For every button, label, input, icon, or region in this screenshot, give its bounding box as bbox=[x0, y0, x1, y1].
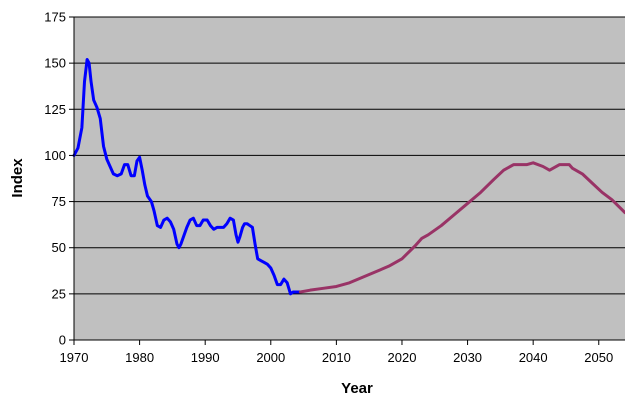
series-line-1 bbox=[72, 57, 302, 296]
x-axis-title: Year bbox=[341, 380, 373, 394]
series-layer bbox=[72, 57, 625, 296]
plot-background bbox=[74, 17, 625, 340]
x-tick-label: 2000 bbox=[256, 350, 285, 365]
x-tick-label: 2020 bbox=[388, 350, 417, 365]
y-tick-label: 0 bbox=[59, 333, 66, 348]
y-tick-label: 50 bbox=[52, 240, 66, 255]
x-tick-label: 1990 bbox=[191, 350, 220, 365]
y-tick-label: 125 bbox=[44, 102, 66, 117]
y-tick-label: 150 bbox=[44, 56, 66, 71]
y-tick-label: 25 bbox=[52, 286, 66, 301]
x-tick-label: 1970 bbox=[60, 350, 89, 365]
x-tick-label: 2050 bbox=[584, 350, 613, 365]
x-tick-labels: 1970 1980 1990 2000 2010 2020 2030 2040 2050 bbox=[60, 340, 613, 365]
y-tick-label: 100 bbox=[44, 148, 66, 163]
x-tick-label: 2040 bbox=[519, 350, 548, 365]
y-axis-title: Index bbox=[9, 158, 26, 198]
y-tick-labels: 0 25 50 75 100 125 150 175 bbox=[44, 10, 74, 348]
series-line-2 bbox=[298, 161, 625, 294]
gridlines bbox=[74, 16, 625, 295]
x-tick-label: 2010 bbox=[322, 350, 351, 365]
x-tick-label: 2030 bbox=[453, 350, 482, 365]
x-tick-label: 1980 bbox=[125, 350, 154, 365]
y-tick-label: 175 bbox=[44, 10, 66, 25]
y-tick-label: 75 bbox=[52, 194, 66, 209]
